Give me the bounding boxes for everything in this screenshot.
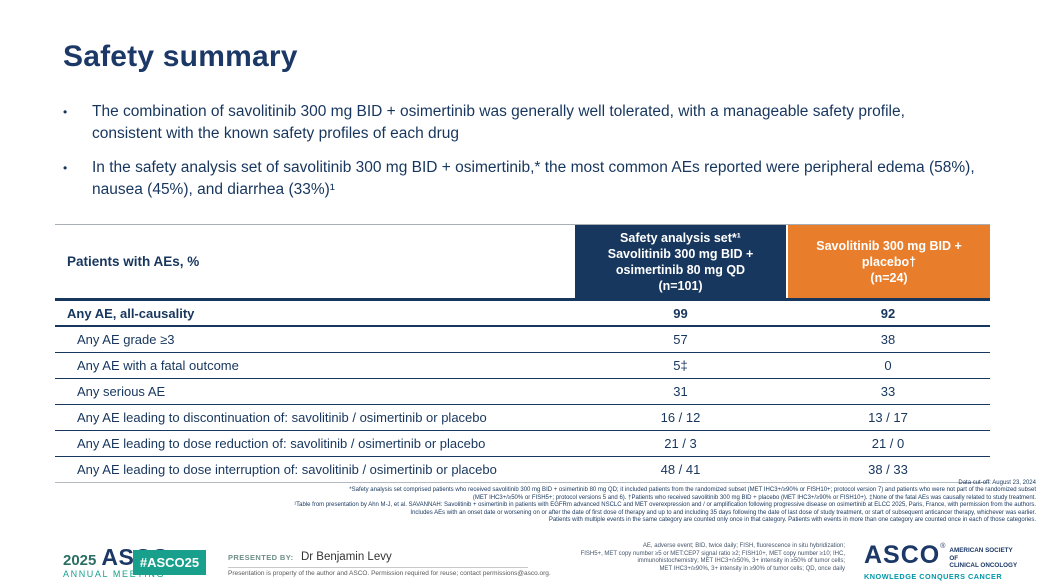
- table-row: Any AE leading to dose interruption of: …: [55, 457, 990, 483]
- cell-value: 38: [880, 332, 896, 347]
- society-name-text: AMERICAN SOCIETY OF CLINICAL ONCOLOGY: [949, 547, 1018, 569]
- row-label: Any AE leading to discontinuation of: sa…: [77, 410, 487, 425]
- abbreviations-block: AE, adverse event; BID, twice daily; FIS…: [385, 543, 845, 573]
- safety-table: Patients with AEs, % Safety analysis set…: [55, 224, 990, 483]
- row-label: Any serious AE: [77, 384, 166, 399]
- bullet-icon: •: [63, 161, 68, 175]
- logo-annual-meeting-text: ANNUAL MEETING: [63, 569, 166, 579]
- abbreviation-line: FISH5+, MET copy number ≥5 or MET:CEP7 s…: [580, 550, 845, 557]
- presented-by: PRESENTED BY: Dr Benjamin Levy: [228, 547, 392, 565]
- abbreviation-line: MET IHC3+/≥90%, 3+ intensity in ≥90% of …: [659, 565, 845, 572]
- abbreviation-line: AE, adverse event; BID, twice daily; FIS…: [642, 543, 845, 549]
- footnote-line: ¹Table from presentation by Ahn M-J, et …: [294, 502, 1036, 509]
- logo-tagline-text: KNOWLEDGE CONQUERS CANCER: [864, 571, 1003, 581]
- column-header-placebo: Savolitinib 300 mg BID + placebo† (n=24): [786, 225, 990, 298]
- row-label: Any AE leading to dose reduction of: sav…: [77, 436, 486, 451]
- asco-society-logo: ASCO ® AMERICAN SOCIETY OF CLINICAL ONCO…: [864, 543, 1022, 581]
- logo-year: 2025: [63, 552, 97, 569]
- table-row: Any AE grade ≥3 57 38: [55, 327, 990, 353]
- presenter-name: Dr Benjamin Levy: [300, 551, 392, 563]
- footnote-line: *Safety analysis set comprised patients …: [349, 487, 1036, 494]
- cell-value: 21 / 0: [871, 436, 905, 451]
- cell-value: 21 / 3: [664, 436, 697, 451]
- bullet-list: • The combination of savolitinib 300 mg …: [63, 101, 978, 213]
- bullet-text: In the safety analysis set of savolitini…: [92, 159, 975, 198]
- row-label: Any AE with a fatal outcome: [77, 358, 239, 373]
- column-header-safety-analysis-set: Safety analysis set*¹ Savolitinib 300 mg…: [575, 225, 786, 298]
- table-row: Any AE leading to discontinuation of: sa…: [55, 405, 990, 431]
- cell-value: 13 / 17: [868, 410, 908, 425]
- bullet-item: • The combination of savolitinib 300 mg …: [63, 101, 978, 145]
- cell-value: 38 / 33: [868, 462, 908, 477]
- bullet-icon: •: [63, 105, 68, 119]
- cell-value: 92: [880, 305, 896, 321]
- cell-value: 99: [673, 305, 688, 321]
- permission-text: Presentation is property of the author a…: [228, 570, 551, 577]
- abbreviation-line: immunohistochemistry; MET IHC3+/≥50%, 3+…: [637, 558, 845, 565]
- table-row: Any AE, all-causality 99 92: [55, 301, 990, 327]
- cell-value: 31: [673, 384, 688, 399]
- cell-value: 0: [884, 358, 892, 373]
- bullet-text: The combination of savolitinib 300 mg BI…: [92, 103, 905, 142]
- footer-bar: 2025 ASCO ® ANNUAL MEETING #ASCO25 PRESE…: [0, 540, 1040, 585]
- footnote-line: Patients with multiple events in the sam…: [548, 517, 1036, 524]
- table-row: Any AE leading to dose reduction of: sav…: [55, 431, 990, 457]
- logo-asco-text: ASCO: [864, 541, 941, 569]
- row-label: Any AE grade ≥3: [77, 332, 175, 347]
- footer-divider: [228, 567, 528, 568]
- table-row: Any serious AE 31 33: [55, 379, 990, 405]
- column-header-patients: Patients with AEs, %: [55, 225, 575, 298]
- footnote-line: (MET IHC3+/≥50% or FISH5+; protocol vers…: [472, 494, 1036, 501]
- cell-value: 33: [880, 384, 896, 399]
- page-title: Safety summary: [63, 40, 298, 73]
- data-cutoff-note: Data cut-off: August 23, 2024: [958, 480, 1036, 486]
- registered-mark-icon: ®: [940, 543, 946, 550]
- cell-value: 57: [673, 332, 688, 347]
- bullet-item: • In the safety analysis set of savoliti…: [63, 157, 978, 201]
- hashtag-badge: #ASCO25: [133, 550, 206, 575]
- row-label: Any AE, all-causality: [67, 305, 195, 321]
- table-header-row: Patients with AEs, % Safety analysis set…: [55, 225, 990, 301]
- cell-value: 5‡: [673, 358, 688, 373]
- footnotes-block: Data cut-off: August 23, 2024 *Safety an…: [236, 480, 1036, 524]
- table-row: Any AE with a fatal outcome 5‡ 0: [55, 353, 990, 379]
- row-label: Any AE leading to dose interruption of: …: [77, 462, 497, 477]
- footnote-line: Includes AEs with an onset date or worse…: [410, 509, 1036, 516]
- cell-value: 48 / 41: [660, 462, 701, 477]
- presented-by-label: PRESENTED BY:: [228, 553, 294, 562]
- cell-value: 16 / 12: [660, 410, 701, 425]
